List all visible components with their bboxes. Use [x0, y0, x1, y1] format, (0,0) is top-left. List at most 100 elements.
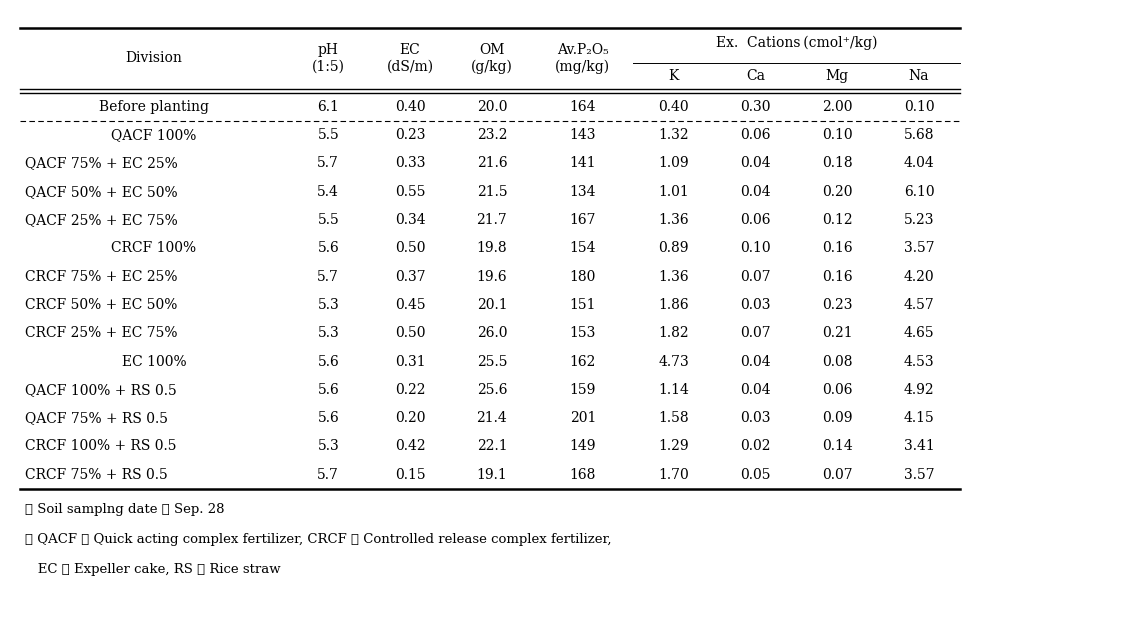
Text: Before planting: Before planting	[99, 100, 209, 114]
Text: ※ QACF ： Quick acting complex fertilizer, CRCF ： Controlled release complex fert: ※ QACF ： Quick acting complex fertilizer…	[25, 533, 611, 545]
Text: 19.8: 19.8	[477, 241, 507, 256]
Text: 26.0: 26.0	[477, 327, 507, 340]
Text: 0.33: 0.33	[395, 157, 425, 170]
Text: 5.6: 5.6	[317, 383, 340, 397]
Text: 168: 168	[569, 468, 596, 482]
Text: 0.12: 0.12	[822, 213, 852, 227]
Text: K: K	[668, 69, 679, 83]
Text: QACF 75% + RS 0.5: QACF 75% + RS 0.5	[25, 411, 168, 425]
Text: 180: 180	[569, 270, 596, 284]
Text: 159: 159	[569, 383, 596, 397]
Text: 0.09: 0.09	[822, 411, 852, 425]
Text: 1.36: 1.36	[659, 270, 688, 284]
Text: 0.20: 0.20	[822, 185, 852, 199]
Text: 4.15: 4.15	[903, 411, 935, 425]
Text: CRCF 25% + EC 75%: CRCF 25% + EC 75%	[25, 327, 177, 340]
Text: Division: Division	[125, 52, 183, 65]
Text: 1.01: 1.01	[658, 185, 690, 199]
Text: 5.6: 5.6	[317, 241, 340, 256]
Text: 0.37: 0.37	[395, 270, 425, 284]
Text: 0.04: 0.04	[741, 355, 770, 369]
Text: 5.23: 5.23	[904, 213, 934, 227]
Text: 0.23: 0.23	[822, 298, 852, 312]
Text: 2.00: 2.00	[822, 100, 852, 114]
Text: 20.0: 20.0	[477, 100, 507, 114]
Text: 0.45: 0.45	[395, 298, 425, 312]
Text: 0.55: 0.55	[395, 185, 425, 199]
Text: 1.86: 1.86	[659, 298, 688, 312]
Text: 0.06: 0.06	[741, 128, 770, 142]
Text: 134: 134	[569, 185, 596, 199]
Text: 22.1: 22.1	[477, 440, 507, 453]
Text: 5.5: 5.5	[317, 128, 340, 142]
Text: OM
(g/kg): OM (g/kg)	[471, 43, 512, 74]
Text: 143: 143	[569, 128, 596, 142]
Text: 5.3: 5.3	[317, 327, 340, 340]
Text: 0.10: 0.10	[904, 100, 934, 114]
Text: Na: Na	[909, 69, 929, 83]
Text: 0.14: 0.14	[821, 440, 853, 453]
Text: CRCF 75% + RS 0.5: CRCF 75% + RS 0.5	[25, 468, 168, 482]
Text: 5.5: 5.5	[317, 213, 340, 227]
Text: 0.04: 0.04	[741, 157, 770, 170]
Text: 0.22: 0.22	[395, 383, 425, 397]
Text: Ex.  Cations (cmol⁺/kg): Ex. Cations (cmol⁺/kg)	[716, 35, 877, 50]
Text: CRCF 75% + EC 25%: CRCF 75% + EC 25%	[25, 270, 177, 284]
Text: 0.10: 0.10	[822, 128, 852, 142]
Text: 162: 162	[569, 355, 596, 369]
Text: 0.07: 0.07	[822, 468, 852, 482]
Text: EC ： Expeller cake, RS ： Rice straw: EC ： Expeller cake, RS ： Rice straw	[25, 563, 281, 575]
Text: 19.6: 19.6	[477, 270, 507, 284]
Text: 0.15: 0.15	[395, 468, 425, 482]
Text: ※ Soil samplng date ： Sep. 28: ※ Soil samplng date ： Sep. 28	[25, 503, 225, 516]
Text: 0.02: 0.02	[741, 440, 770, 453]
Text: 0.16: 0.16	[822, 270, 852, 284]
Text: 5.6: 5.6	[317, 411, 340, 425]
Text: 5.68: 5.68	[904, 128, 934, 142]
Text: 0.42: 0.42	[395, 440, 425, 453]
Text: 4.65: 4.65	[904, 327, 934, 340]
Text: CRCF 100%: CRCF 100%	[111, 241, 197, 256]
Text: 21.6: 21.6	[477, 157, 507, 170]
Text: 5.6: 5.6	[317, 355, 340, 369]
Text: 20.1: 20.1	[477, 298, 507, 312]
Text: 4.92: 4.92	[904, 383, 934, 397]
Text: Mg: Mg	[826, 69, 849, 83]
Text: 153: 153	[569, 327, 596, 340]
Text: 0.06: 0.06	[741, 213, 770, 227]
Text: 3.41: 3.41	[903, 440, 935, 453]
Text: 0.50: 0.50	[395, 327, 425, 340]
Text: 167: 167	[569, 213, 596, 227]
Text: 0.04: 0.04	[741, 383, 770, 397]
Text: 5.3: 5.3	[317, 440, 340, 453]
Text: 5.3: 5.3	[317, 298, 340, 312]
Text: 21.4: 21.4	[476, 411, 508, 425]
Text: 25.6: 25.6	[477, 383, 507, 397]
Text: Ca: Ca	[746, 69, 765, 83]
Text: 0.03: 0.03	[741, 411, 770, 425]
Text: 5.7: 5.7	[317, 270, 340, 284]
Text: 5.7: 5.7	[317, 468, 340, 482]
Text: 6.1: 6.1	[317, 100, 340, 114]
Text: 1.36: 1.36	[659, 213, 688, 227]
Text: 0.05: 0.05	[741, 468, 770, 482]
Text: 0.40: 0.40	[659, 100, 688, 114]
Text: QACF 50% + EC 50%: QACF 50% + EC 50%	[25, 185, 177, 199]
Text: 0.03: 0.03	[741, 298, 770, 312]
Text: 0.10: 0.10	[741, 241, 770, 256]
Text: 3.57: 3.57	[904, 241, 934, 256]
Text: EC
(dS/m): EC (dS/m)	[386, 44, 434, 73]
Text: 0.18: 0.18	[822, 157, 852, 170]
Text: 151: 151	[569, 298, 596, 312]
Text: 1.14: 1.14	[658, 383, 690, 397]
Text: 4.73: 4.73	[658, 355, 690, 369]
Text: 6.10: 6.10	[904, 185, 934, 199]
Text: QACF 75% + EC 25%: QACF 75% + EC 25%	[25, 157, 177, 170]
Text: 0.16: 0.16	[822, 241, 852, 256]
Text: 3.57: 3.57	[904, 468, 934, 482]
Text: 0.34: 0.34	[395, 213, 425, 227]
Text: 19.1: 19.1	[476, 468, 508, 482]
Text: CRCF 100% + RS 0.5: CRCF 100% + RS 0.5	[25, 440, 176, 453]
Text: 0.07: 0.07	[741, 270, 770, 284]
Text: 0.89: 0.89	[659, 241, 688, 256]
